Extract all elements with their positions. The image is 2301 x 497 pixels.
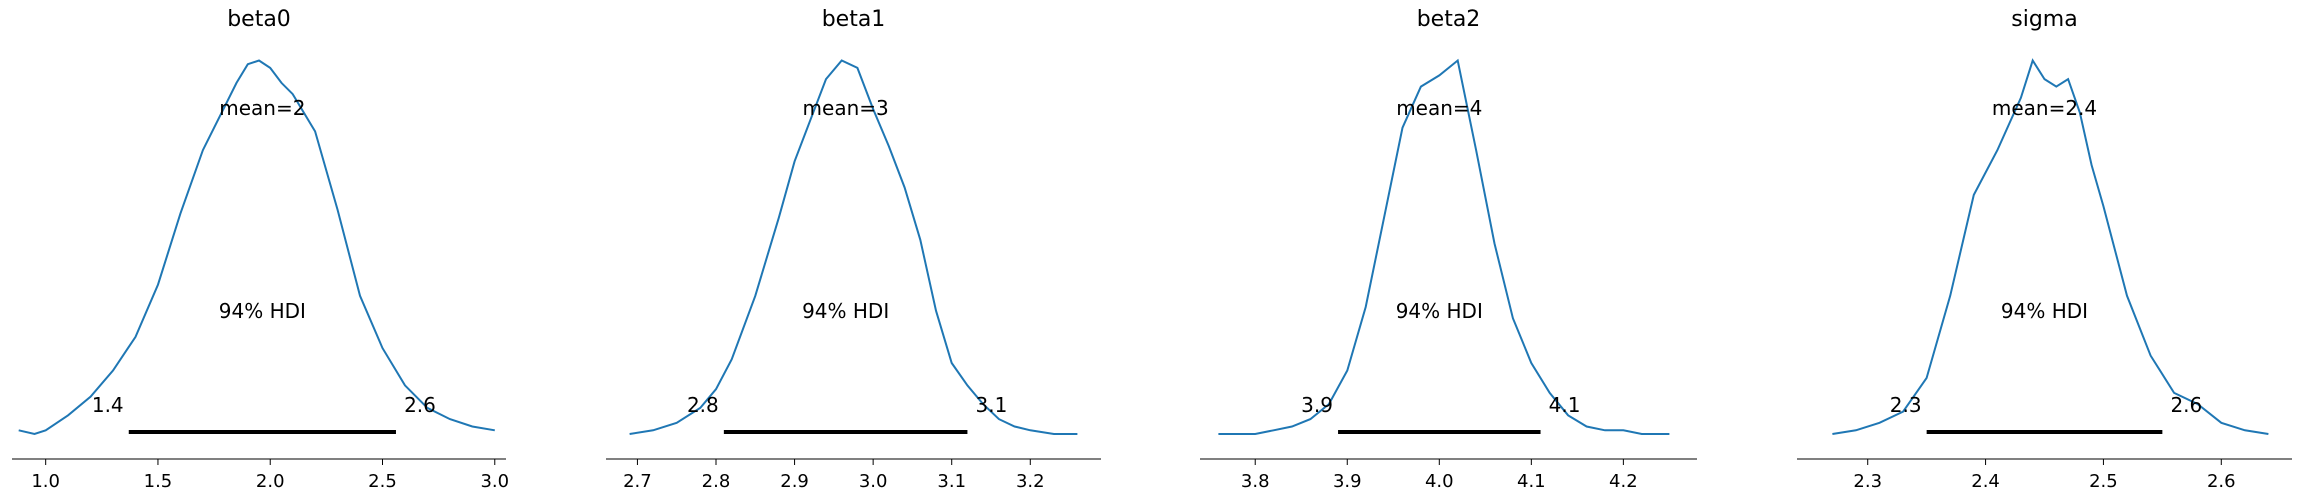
x-tick-label: 4.1 [1517,471,1546,492]
density-line [18,59,495,436]
x-tick-label: 3.8 [1241,471,1270,492]
mean-label: mean=2 [219,96,305,120]
x-tick-label: 3.1 [937,471,966,492]
hdi-low-label: 1.4 [92,393,124,417]
x-tick-label: 2.4 [1971,471,2000,492]
density-line [1218,58,1670,435]
mean-label: mean=4 [1396,96,1482,120]
hdi-high-label: 4.1 [1549,393,1581,417]
hdi-high-label: 2.6 [404,393,436,417]
x-tick-label: 4.0 [1425,471,1454,492]
x-tick-label: 2.6 [2207,471,2236,492]
panel-title: beta0 [227,7,291,32]
hdi-high-label: 3.1 [976,393,1008,417]
panel-sigma: sigma mean=2.4 94% HDI 2.3 2.6 2.3 2.4 2.5 2.6 [1797,7,2292,492]
x-tick-label: 2.9 [780,471,809,492]
hdi-label: 94% HDI [219,299,306,323]
density-line [629,59,1078,435]
x-tick-label: 1.5 [144,471,173,492]
x-tick-label: 3.2 [1016,471,1045,492]
mean-label: mean=3 [803,96,889,120]
x-tick-label: 3.0 [859,471,888,492]
x-tick-label: 3.9 [1333,471,1362,492]
hdi-low-label: 2.8 [687,393,719,417]
panel-beta1: beta1 mean=3 94% HDI 2.8 3.1 2.7 2.8 2.9 3.0 3.1 3… [606,7,1101,492]
x-tick-label: 4.2 [1609,471,1638,492]
hdi-label: 94% HDI [802,299,889,323]
mean-label: mean=2.4 [1992,96,2097,120]
panel-title: beta2 [1417,7,1481,32]
density-line [1832,58,2269,435]
hdi-label: 94% HDI [1396,299,1483,323]
hdi-low-label: 2.3 [1890,393,1922,417]
x-tick-label: 2.5 [2089,471,2118,492]
x-tick-label: 2.7 [623,471,652,492]
x-tick-label: 2.5 [368,471,397,492]
hdi-low-label: 3.9 [1301,393,1333,417]
x-tick-label: 1.0 [31,471,60,492]
panel-beta0: beta0 mean=2 94% HDI 1.4 2.6 1.0 1.5 2.0 2.5 3.0 [12,7,509,492]
panel-beta2: beta2 mean=4 94% HDI 3.9 4.1 3.8 3.9 4.0 4.1 4.2 [1200,7,1697,492]
x-tick-label: 3.0 [480,471,509,492]
x-tick-label: 2.8 [702,471,731,492]
hdi-high-label: 2.6 [2170,393,2202,417]
x-tick-label: 2.0 [256,471,285,492]
panel-title: beta1 [822,7,886,32]
x-tick-label: 2.3 [1853,471,1882,492]
hdi-label: 94% HDI [2001,299,2088,323]
panel-title: sigma [2011,7,2077,32]
